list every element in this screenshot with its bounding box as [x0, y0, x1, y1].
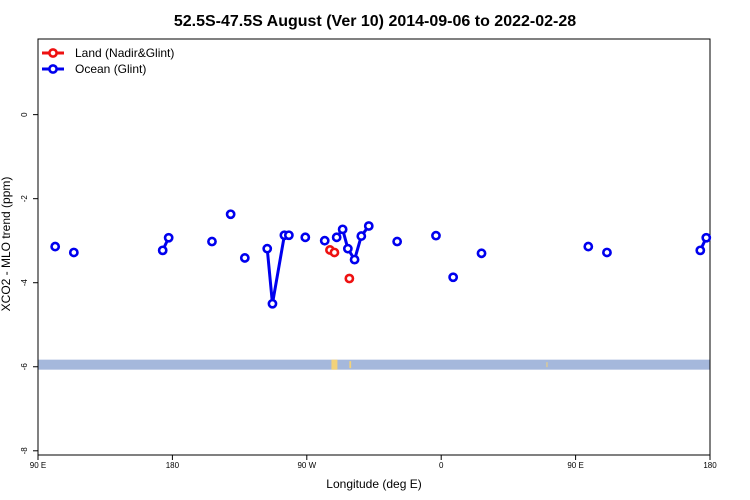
x-tick-label: 180	[703, 461, 717, 470]
ocean-glint-point	[342, 243, 353, 254]
ocean-glint-point	[283, 230, 294, 241]
ocean-glint-point	[701, 232, 712, 243]
ocean-glint-point	[431, 230, 441, 241]
plot-frame	[37, 38, 711, 456]
y-tick-label: -2	[20, 195, 29, 203]
ocean-glint-point	[157, 245, 168, 256]
legend-label: Ocean (Glint)	[75, 62, 146, 76]
plot-area: 90 E 180 90 W 0 90 E 180 0 -2 -4 -6 -8 Land (Nadir&…	[20, 38, 717, 470]
ocean-glint-point	[695, 245, 706, 256]
legend-marker	[48, 48, 58, 58]
x-tick-label: 90 E	[567, 461, 583, 470]
land-patch	[349, 361, 352, 369]
ocean-glint-point	[363, 221, 374, 231]
y-tick-label: 0	[20, 112, 29, 117]
x-tick-label: 90 W	[297, 461, 316, 470]
ocean-glint-point	[207, 236, 217, 247]
ocean-glint-point	[225, 209, 236, 220]
ocean-glint-point	[337, 224, 348, 235]
ocean-glint-point	[392, 236, 403, 247]
ocean-glint-point	[356, 231, 367, 241]
y-tick-label: -6	[20, 363, 29, 371]
x-tick-label: 90 E	[30, 461, 46, 470]
legend-label: Land (Nadir&Glint)	[75, 46, 174, 60]
x-axis-label: Longitude (deg E)	[326, 477, 421, 491]
legend-marker	[48, 64, 58, 74]
y-tick-label: -8	[20, 447, 29, 455]
land-nadir-glint-point	[329, 247, 340, 258]
ocean-glint-point	[50, 241, 61, 252]
ocean-glint-point	[300, 232, 311, 243]
x-tick-label: 0	[439, 461, 444, 470]
land-nadir-glint-point	[344, 273, 355, 284]
ocean-glint-point	[319, 235, 330, 246]
ocean-glint-point	[448, 272, 459, 283]
chart-title: 52.5S-47.5S August (Ver 10) 2014-09-06 t…	[174, 13, 576, 30]
ocean-glint-point	[163, 232, 174, 243]
ocean-glint-point	[267, 298, 278, 309]
ocean-band	[38, 359, 710, 370]
ocean-glint-point	[331, 232, 342, 243]
y-axis-label: XCO2 - MLO trend (ppm)	[0, 177, 13, 312]
ocean-glint-point	[476, 248, 487, 259]
land-patch	[546, 362, 548, 368]
ocean-glint-point	[239, 253, 250, 263]
ocean-glint-point	[68, 247, 79, 258]
x-tick-label: 180	[166, 461, 180, 470]
ocean-glint-point	[349, 254, 360, 265]
ocean-glint-point	[602, 247, 612, 258]
ocean-glint-point	[583, 241, 594, 252]
land-patch	[331, 359, 338, 370]
y-tick-label: -4	[20, 279, 29, 287]
ocean-glint-point	[262, 243, 273, 254]
